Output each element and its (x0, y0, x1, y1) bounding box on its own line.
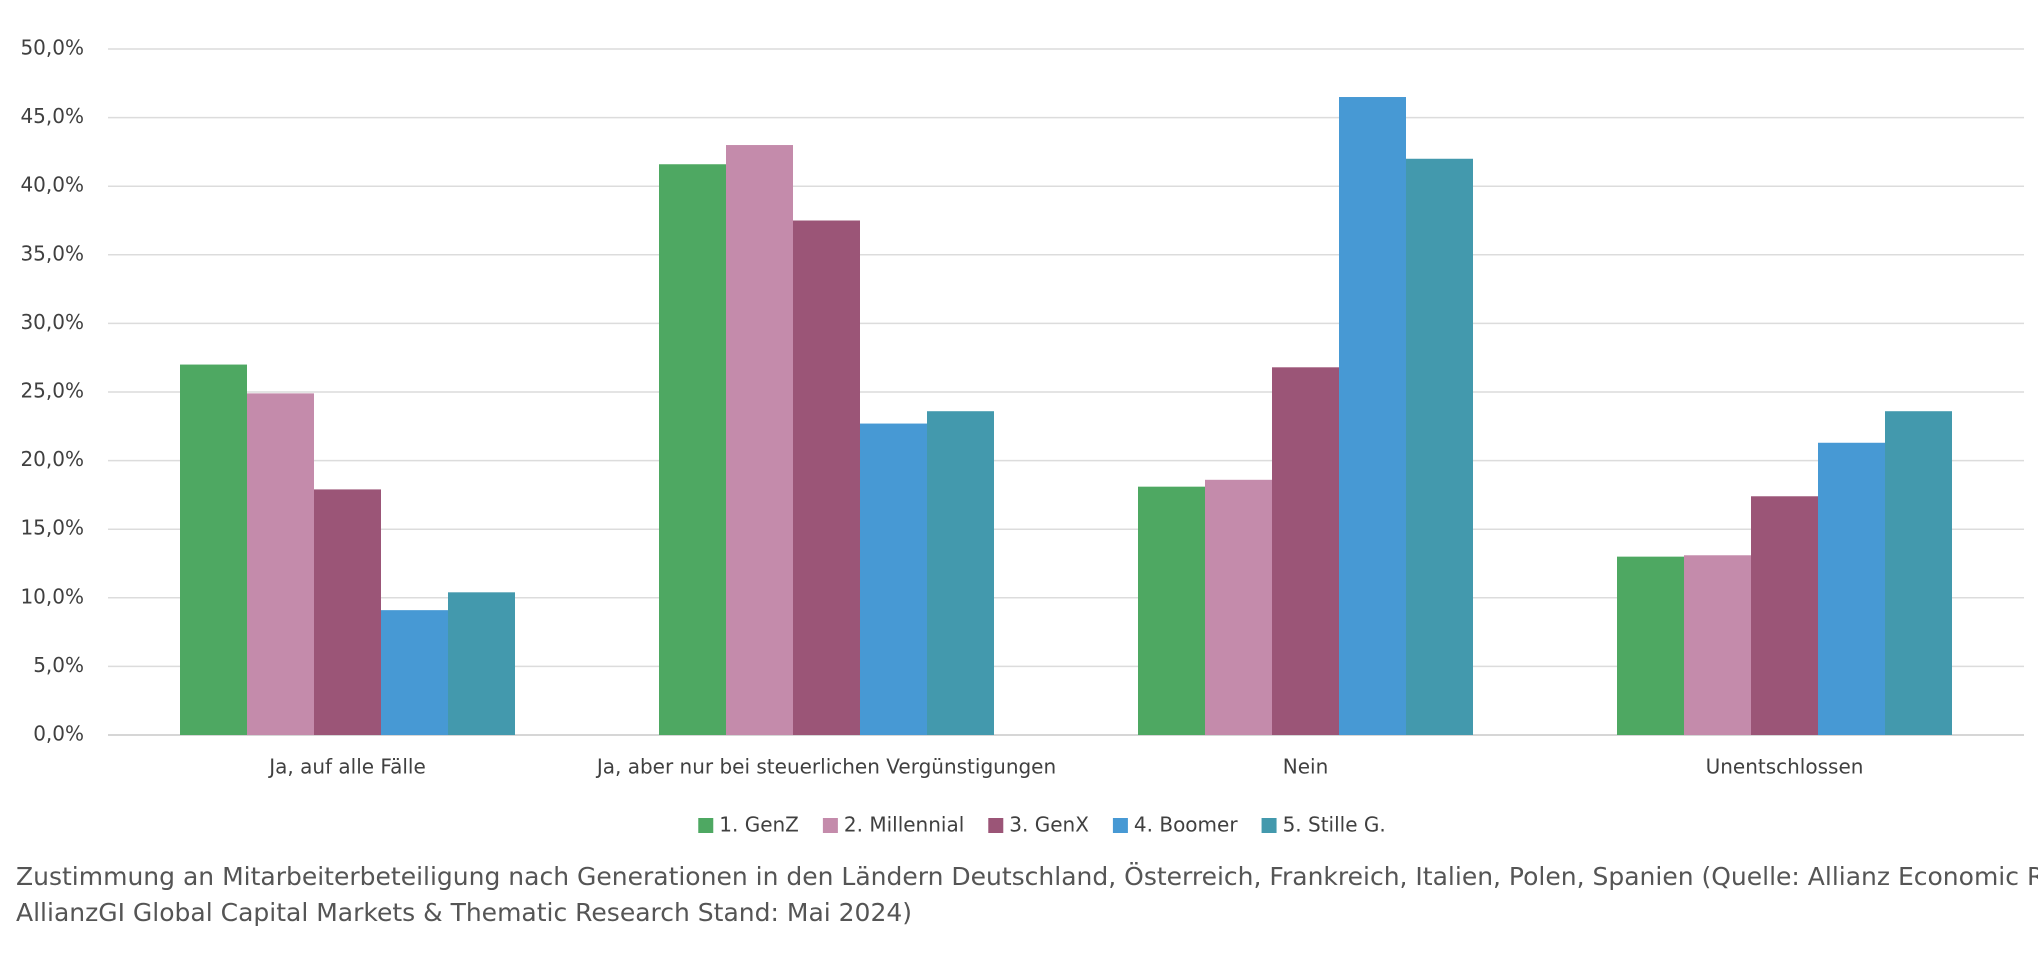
legend-swatch (698, 818, 714, 833)
legend-label: 1. GenZ (719, 813, 799, 837)
y-tick-label: 30,0% (20, 310, 84, 334)
bar (927, 411, 994, 735)
bar (1272, 367, 1339, 735)
bar (1684, 555, 1751, 735)
y-tick-label: 25,0% (20, 379, 84, 403)
bar (1406, 158, 1473, 735)
legend-swatch (822, 818, 838, 833)
bar (659, 164, 726, 736)
bar (793, 220, 860, 735)
y-tick-label: 45,0% (20, 104, 84, 128)
bar (180, 364, 247, 735)
bar (1751, 496, 1818, 735)
y-tick-label: 0,0% (33, 722, 84, 746)
legend-swatch (1261, 818, 1277, 833)
legend-swatch (1112, 818, 1128, 833)
bar (1818, 442, 1885, 735)
legend-label: 3. GenX (1009, 813, 1089, 837)
legend-label: 5. Stille G. (1283, 813, 1386, 837)
bar (1885, 411, 1952, 735)
caption-line: Zustimmung an Mitarbeiterbeteiligung nac… (16, 862, 2038, 891)
bar (1205, 479, 1272, 735)
y-tick-label: 5,0% (33, 653, 84, 677)
bar (1617, 556, 1684, 735)
y-tick-label: 10,0% (20, 584, 84, 608)
y-tick-label: 40,0% (20, 173, 84, 197)
legend-label: 2. Millennial (844, 813, 964, 837)
x-tick-label: Nein (1283, 755, 1329, 779)
x-tick-label: Unentschlossen (1706, 755, 1864, 779)
y-tick-label: 20,0% (20, 447, 84, 471)
legend-label: 4. Boomer (1134, 813, 1238, 837)
bar (381, 610, 448, 735)
y-tick-label: 15,0% (20, 516, 84, 540)
y-tick-label: 50,0% (20, 36, 84, 60)
y-tick-label: 35,0% (20, 241, 84, 265)
bar (726, 145, 793, 736)
bar (1138, 486, 1205, 735)
x-tick-label: Ja, aber nur bei steuerlichen Vergünstig… (595, 755, 1056, 779)
bar (1339, 97, 1406, 735)
bar (314, 489, 381, 735)
x-tick-label: Ja, auf alle Fälle (267, 755, 426, 779)
bar (247, 393, 314, 735)
caption-line: AllianzGI Global Capital Markets & Thema… (16, 898, 912, 927)
legend-swatch (988, 818, 1004, 833)
bar (448, 592, 515, 735)
bar (860, 423, 927, 735)
